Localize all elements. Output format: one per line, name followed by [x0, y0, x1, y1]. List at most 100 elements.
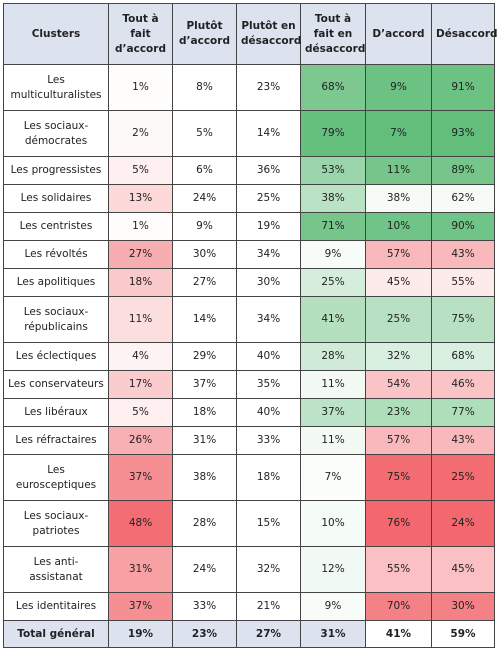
value-cell: 34% [236, 296, 301, 343]
cluster-name: Les révoltés [3, 240, 109, 269]
value-cell: 38% [365, 184, 432, 213]
cluster-row: Les sociaux-républicains 11% 14% 34% 41% 25% 7… [3, 296, 495, 343]
value-cell: 25% [365, 296, 432, 343]
value-cell: 28% [300, 342, 366, 371]
column-header: Désaccord [431, 3, 497, 65]
cluster-name: Les sociaux-démocrates [3, 110, 109, 157]
value-cell: 17% [108, 370, 173, 399]
value-cell: 91% [431, 64, 495, 111]
value-cell: 26% [108, 426, 173, 455]
value-cell: 7% [365, 110, 432, 157]
value-cell: 36% [236, 156, 301, 185]
value-cell: 14% [172, 296, 237, 343]
value-cell: 30% [172, 240, 237, 269]
cluster-name: Les anti-assistanat [3, 546, 109, 593]
cluster-row: Les centristes 1% 9% 19% 71% 10% 90% [3, 212, 495, 241]
value-cell: 5% [172, 110, 237, 157]
total-value: 19% [108, 620, 173, 648]
value-cell: 34% [236, 240, 301, 269]
value-cell: 11% [300, 370, 366, 399]
value-cell: 29% [172, 342, 237, 371]
value-cell: 32% [365, 342, 432, 371]
value-cell: 33% [172, 592, 237, 621]
value-cell: 89% [431, 156, 495, 185]
value-cell: 27% [108, 240, 173, 269]
value-cell: 9% [172, 212, 237, 241]
cluster-row: Les identitaires 37% 33% 21% 9% 70% 30% [3, 592, 495, 621]
cluster-row: Les solidaires 13% 24% 25% 38% 38% 62% [3, 184, 495, 213]
cluster-name: Les solidaires [3, 184, 109, 213]
cluster-name: Les éclectiques [3, 342, 109, 371]
value-cell: 38% [172, 454, 237, 501]
total-row: Total général 19% 23% 27% 31% 41% 59% [3, 620, 495, 648]
cluster-name: Les identitaires [3, 592, 109, 621]
total-value: 31% [300, 620, 366, 648]
value-cell: 25% [236, 184, 301, 213]
value-cell: 28% [172, 500, 237, 547]
value-cell: 8% [172, 64, 237, 111]
page: Clusters Tout à fait d’accord Plutôt d’acc… [3, 3, 497, 648]
cluster-name: Les centristes [3, 212, 109, 241]
value-cell: 55% [431, 268, 495, 297]
value-cell: 55% [365, 546, 432, 593]
value-cell: 30% [236, 268, 301, 297]
value-cell: 93% [431, 110, 495, 157]
value-cell: 41% [300, 296, 366, 343]
value-cell: 18% [172, 398, 237, 427]
cluster-name: Les sociaux-républicains [3, 296, 109, 343]
value-cell: 23% [236, 64, 301, 111]
value-cell: 33% [236, 426, 301, 455]
value-cell: 1% [108, 212, 173, 241]
value-cell: 9% [365, 64, 432, 111]
cluster-row: Les éclectiques 4% 29% 40% 28% 32% 68% [3, 342, 495, 371]
value-cell: 1% [108, 64, 173, 111]
value-cell: 77% [431, 398, 495, 427]
value-cell: 37% [108, 592, 173, 621]
value-cell: 37% [300, 398, 366, 427]
value-cell: 35% [236, 370, 301, 399]
value-cell: 13% [108, 184, 173, 213]
value-cell: 30% [431, 592, 495, 621]
cluster-row: Les eurosceptiques 37% 38% 18% 7% 75% 25% [3, 454, 495, 501]
value-cell: 9% [300, 240, 366, 269]
value-cell: 45% [365, 268, 432, 297]
cluster-row: Les sociaux-démocrates 2% 5% 14% 79% 7% 93% [3, 110, 495, 157]
cluster-name: Les progressistes [3, 156, 109, 185]
value-cell: 48% [108, 500, 173, 547]
value-cell: 24% [172, 546, 237, 593]
cluster-row: Les réfractaires 26% 31% 33% 11% 57% 43% [3, 426, 495, 455]
value-cell: 2% [108, 110, 173, 157]
column-header: Plutôt en désaccord [236, 3, 301, 65]
cluster-name: Les sociaux-patriotes [3, 500, 109, 547]
cluster-name: Les eurosceptiques [3, 454, 109, 501]
cluster-name: Les multiculturalistes [3, 64, 109, 111]
value-cell: 31% [172, 426, 237, 455]
value-cell: 45% [431, 546, 495, 593]
cluster-row: Les libéraux 5% 18% 40% 37% 23% 77% [3, 398, 495, 427]
value-cell: 57% [365, 426, 432, 455]
value-cell: 43% [431, 240, 495, 269]
value-cell: 40% [236, 342, 301, 371]
value-cell: 54% [365, 370, 432, 399]
value-cell: 57% [365, 240, 432, 269]
column-header: D’accord [365, 3, 432, 65]
cluster-row: Les révoltés 27% 30% 34% 9% 57% 43% [3, 240, 495, 269]
column-header: Tout à fait d’accord [108, 3, 173, 65]
value-cell: 15% [236, 500, 301, 547]
value-cell: 76% [365, 500, 432, 547]
value-cell: 46% [431, 370, 495, 399]
cluster-row: Les apolitiques 18% 27% 30% 25% 45% 55% [3, 268, 495, 297]
cluster-name: Les conservateurs [3, 370, 109, 399]
cluster-row: Les anti-assistanat 31% 24% 32% 12% 55% 45% [3, 546, 495, 593]
cluster-name: Les réfractaires [3, 426, 109, 455]
value-cell: 25% [300, 268, 366, 297]
value-cell: 21% [236, 592, 301, 621]
value-cell: 18% [236, 454, 301, 501]
cluster-row: Les progressistes 5% 6% 36% 53% 11% 89% [3, 156, 495, 185]
value-cell: 31% [108, 546, 173, 593]
value-cell: 18% [108, 268, 173, 297]
value-cell: 14% [236, 110, 301, 157]
value-cell: 40% [236, 398, 301, 427]
header-row: Clusters Tout à fait d’accord Plutôt d’acc… [3, 3, 497, 65]
value-cell: 62% [431, 184, 495, 213]
